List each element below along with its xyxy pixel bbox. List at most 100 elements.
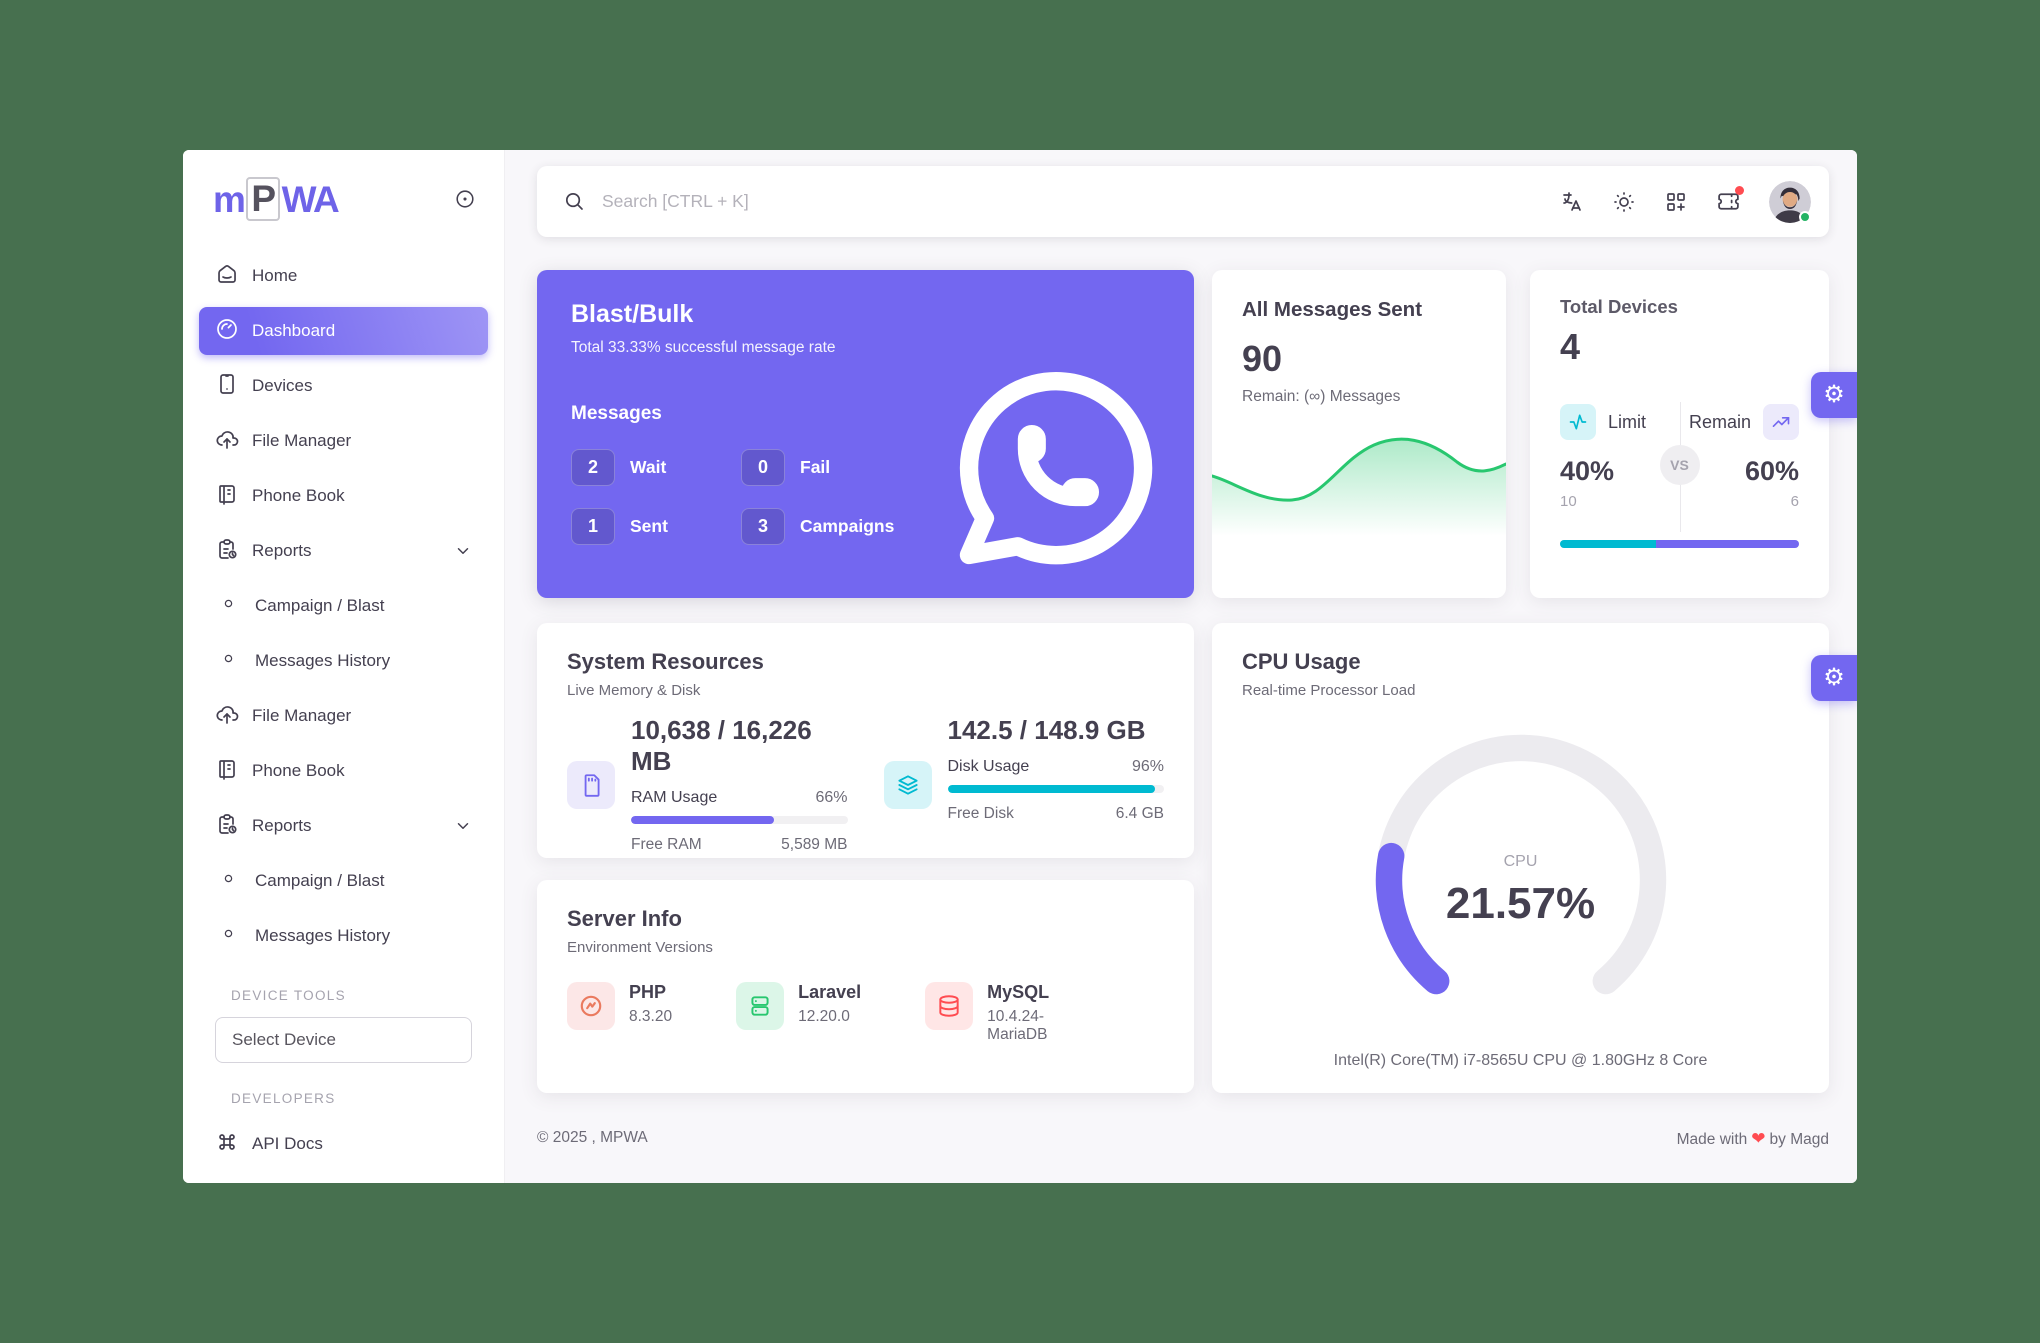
server-info-subtitle: Environment Versions — [567, 939, 713, 956]
search-icon[interactable] — [563, 190, 586, 213]
cpu-gauge-value: 21.57% — [1445, 879, 1596, 928]
sidebar-item-reports[interactable]: Reports — [199, 527, 488, 575]
user-avatar[interactable] — [1769, 180, 1811, 223]
online-status-dot — [1799, 210, 1811, 223]
sidebar-item-file-manager-2[interactable]: File Manager — [199, 692, 488, 740]
main-content: Blast/Bulk Total 33.33% successful messa… — [505, 150, 1857, 1183]
made-with-prefix: Made with — [1676, 1131, 1748, 1148]
sidebar-item-label: API Docs — [252, 1134, 323, 1153]
sidebar-item-label: Messages History — [255, 926, 391, 945]
sun-icon[interactable] — [1612, 190, 1636, 214]
sidebar-item-label: Devices — [252, 376, 313, 395]
settings-gear-button-1[interactable]: ⚙ — [1811, 372, 1857, 418]
sidebar-item-label: Reports — [252, 541, 312, 560]
notebook-icon — [215, 757, 239, 786]
report-icon — [215, 537, 239, 566]
laravel-version: 12.20.0 — [798, 1008, 850, 1025]
smartphone-icon — [215, 372, 239, 401]
sidebar-item-label: Phone Book — [252, 761, 345, 780]
whatsapp-icon — [940, 352, 1172, 589]
devices-progress-bar — [1560, 540, 1799, 548]
remain-block: Remain — [1689, 404, 1799, 440]
notebook-icon — [215, 482, 239, 511]
php-version: 8.3.20 — [629, 1008, 673, 1025]
app-window: m P WA Home Dashboard Devices File Manager — [183, 150, 1857, 1183]
chevron-down-icon — [454, 817, 472, 835]
mysql-version-item: MySQL 10.4.24-MariaDB — [925, 982, 1079, 1044]
circle-icon — [221, 926, 242, 946]
remain-value: 6 — [1790, 493, 1799, 510]
limit-percent: 40% — [1560, 456, 1615, 486]
made-with-suffix: by Magd — [1769, 1131, 1829, 1148]
disk-block: 142.5 / 148.9 GB Disk Usage 96% Free Disk… — [883, 715, 1164, 854]
select-device-placeholder: Select Device — [232, 1030, 336, 1049]
cpu-usage-card: CPU Usage Real-time Processor Load CPU 2… — [1212, 623, 1829, 1093]
footer: © 2025 , MPWA Made with ❤ by Magd — [537, 1129, 1829, 1149]
sidebar-item-dashboard[interactable]: Dashboard — [199, 307, 488, 355]
sidebar-item-messages-history[interactable]: Messages History — [199, 637, 488, 685]
database-icon — [925, 982, 974, 1030]
sidebar-item-label: Reports — [252, 816, 312, 835]
logo-wa: WA — [281, 178, 340, 220]
system-resources-subtitle: Live Memory & Disk — [567, 682, 701, 699]
blast-card-subtitle: Total 33.33% successful message rate — [571, 339, 836, 356]
sidebar-item-api-docs[interactable]: API Docs — [199, 1120, 488, 1168]
php-name: PHP — [629, 982, 667, 1002]
disk-stack-icon — [883, 761, 932, 809]
laravel-version-item: Laravel 12.20.0 — [736, 982, 861, 1044]
sidebar-item-phone-book-2[interactable]: Phone Book — [199, 747, 488, 795]
cpu-usage-title: CPU Usage — [1242, 649, 1361, 674]
activity-icon — [1560, 404, 1596, 440]
all-messages-title: All Messages Sent — [1242, 298, 1423, 321]
sidebar-item-messages-history-2[interactable]: Messages History — [199, 912, 488, 960]
notification-ticket-icon[interactable] — [1716, 186, 1744, 214]
logo-p: P — [246, 177, 280, 221]
ram-value: 10,638 / 16,226 MB — [631, 715, 812, 776]
topbar — [537, 166, 1829, 237]
sidebar-item-campaign-blast-2[interactable]: Campaign / Blast — [199, 857, 488, 905]
heart-icon: ❤ — [1751, 1129, 1766, 1148]
laravel-name: Laravel — [798, 982, 862, 1002]
sidebar-item-label: Messages History — [255, 651, 391, 670]
grid-add-icon[interactable] — [1664, 190, 1688, 214]
notification-dot — [1735, 186, 1744, 195]
sidebar-item-devices[interactable]: Devices — [199, 362, 488, 410]
total-devices-card: Total Devices 4 VS Limit Remain — [1530, 270, 1829, 598]
sidebar-item-label: File Manager — [252, 706, 352, 725]
sidebar-item-home[interactable]: Home — [199, 252, 488, 300]
circle-icon — [221, 871, 242, 891]
cloud-upload-icon — [215, 427, 239, 456]
settings-gear-button-2[interactable]: ⚙ — [1811, 655, 1857, 701]
sidebar-item-campaign-blast[interactable]: Campaign / Blast — [199, 582, 488, 630]
sidebar-item-file-manager[interactable]: File Manager — [199, 417, 488, 465]
trending-up-icon — [1763, 404, 1799, 440]
disk-free-value: 6.4 GB — [1115, 805, 1164, 822]
command-icon — [215, 1130, 239, 1159]
search-input[interactable] — [602, 191, 1560, 212]
sidebar-item-reports-2[interactable]: Reports — [199, 802, 488, 850]
app-logo[interactable]: m P WA — [213, 177, 340, 221]
copyright-text: © 2025 , MPWA — [537, 1129, 648, 1146]
messages-sparkline-chart — [1212, 437, 1506, 536]
language-icon[interactable] — [1560, 190, 1584, 214]
disk-progress-bar — [947, 785, 1164, 793]
remain-percent: 60% — [1744, 456, 1799, 486]
system-resources-card: System Resources Live Memory & Disk 10,6… — [537, 623, 1194, 858]
all-messages-sent-card: All Messages Sent 90 Remain: (∞) Message… — [1212, 270, 1506, 598]
ram-progress-bar — [631, 816, 848, 824]
disk-usage-percent: 96% — [1131, 758, 1164, 775]
mysql-version: 10.4.24-MariaDB — [987, 1008, 1048, 1043]
stat-campaigns-label: Campaigns — [800, 516, 895, 536]
sidebar-item-phone-book[interactable]: Phone Book — [199, 472, 488, 520]
total-devices-title: Total Devices — [1560, 296, 1678, 317]
report-icon — [215, 812, 239, 841]
chevron-down-icon — [454, 542, 472, 560]
device-tools-section-label: DEVICE TOOLS — [231, 988, 346, 1003]
messages-sent-count: 90 — [1242, 338, 1283, 379]
ram-free-label: Free RAM — [631, 836, 702, 853]
stat-campaigns: 3 Campaigns — [741, 508, 971, 545]
messages-label: Messages — [571, 403, 662, 424]
gauge-icon — [215, 317, 239, 346]
sidebar-pin-toggle-icon[interactable] — [454, 188, 476, 210]
select-device-dropdown[interactable]: Select Device — [215, 1017, 472, 1063]
